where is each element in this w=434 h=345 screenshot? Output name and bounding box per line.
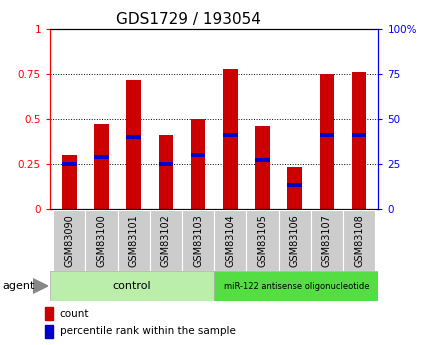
Bar: [342, 210, 375, 271]
Text: count: count: [60, 308, 89, 318]
Bar: [126, 80, 141, 209]
Text: GSM83090: GSM83090: [64, 214, 74, 267]
Text: GSM83107: GSM83107: [321, 214, 331, 267]
Text: GSM83102: GSM83102: [161, 214, 171, 267]
Bar: [62, 155, 76, 209]
Bar: [255, 158, 269, 162]
Bar: [117, 210, 149, 271]
Text: percentile rank within the sample: percentile rank within the sample: [60, 326, 235, 336]
Bar: [53, 210, 85, 271]
Bar: [181, 210, 214, 271]
Bar: [94, 155, 108, 159]
Bar: [310, 210, 342, 271]
Bar: [287, 184, 301, 187]
Bar: [246, 210, 278, 271]
Bar: [255, 126, 269, 209]
Bar: [351, 72, 365, 209]
Bar: [50, 271, 214, 301]
Bar: [287, 167, 301, 209]
Bar: [319, 74, 333, 209]
Bar: [149, 210, 181, 271]
Bar: [45, 307, 53, 320]
Text: GSM83108: GSM83108: [353, 214, 363, 267]
Bar: [85, 210, 117, 271]
Text: GSM83104: GSM83104: [225, 214, 235, 267]
Bar: [191, 119, 205, 209]
Text: GSM83103: GSM83103: [193, 214, 203, 267]
Bar: [351, 133, 365, 137]
Text: control: control: [112, 281, 151, 291]
Bar: [158, 135, 173, 209]
Bar: [214, 271, 378, 301]
Bar: [278, 210, 310, 271]
Bar: [45, 325, 53, 338]
Bar: [158, 162, 173, 166]
Bar: [214, 210, 246, 271]
Text: miR-122 antisense oligonucleotide: miR-122 antisense oligonucleotide: [223, 282, 368, 290]
Text: GSM83100: GSM83100: [96, 214, 106, 267]
Text: agent: agent: [2, 281, 34, 291]
Text: GSM83101: GSM83101: [128, 214, 138, 267]
Bar: [191, 153, 205, 157]
Bar: [223, 133, 237, 137]
Bar: [126, 135, 141, 139]
Bar: [319, 133, 333, 137]
Text: GSM83105: GSM83105: [257, 214, 267, 267]
Text: GDS1729 / 193054: GDS1729 / 193054: [115, 12, 260, 27]
Bar: [62, 162, 76, 166]
Polygon shape: [33, 278, 48, 294]
Bar: [94, 125, 108, 209]
Text: GSM83106: GSM83106: [289, 214, 299, 267]
Bar: [223, 69, 237, 209]
